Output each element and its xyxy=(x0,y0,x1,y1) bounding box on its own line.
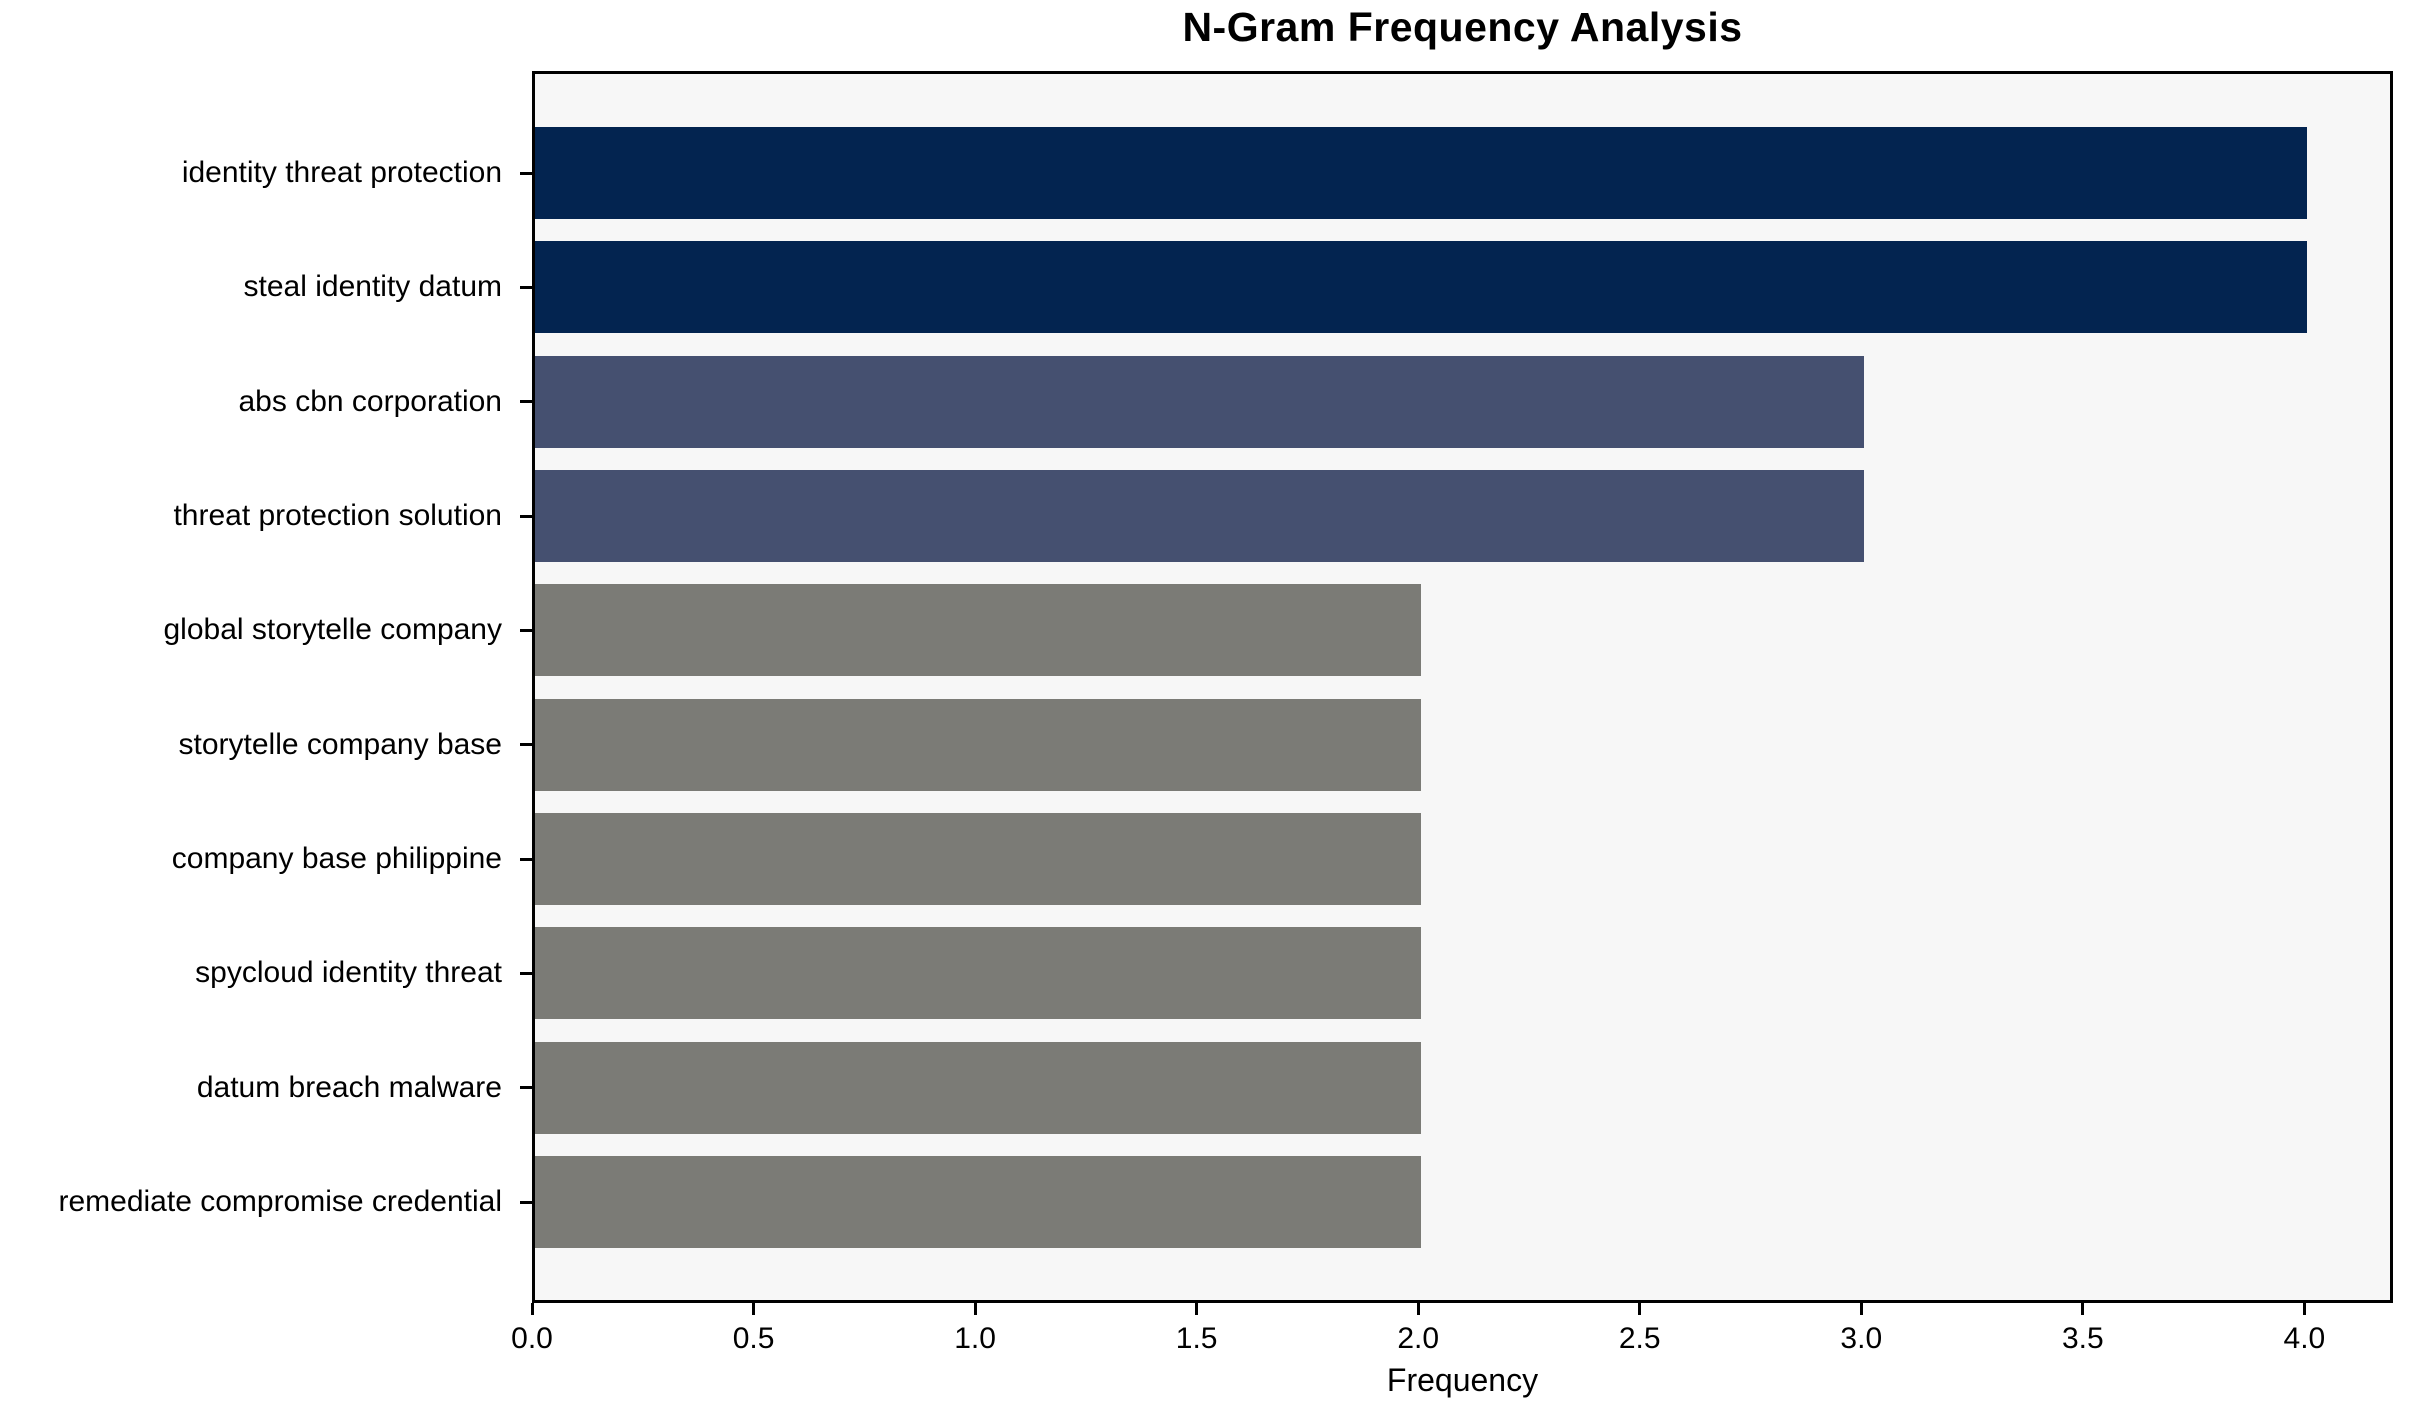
x-axis-tick-label: 1.0 xyxy=(954,1322,996,1355)
x-axis-tick xyxy=(530,1303,534,1315)
bar-storytelle-company-base xyxy=(535,698,1422,791)
bar-abs-cbn-corporation xyxy=(535,355,1865,448)
y-axis-label: storytelle company base xyxy=(178,727,503,761)
plot-area xyxy=(532,71,2393,1303)
bar-remediate-compromise-credential xyxy=(535,1156,1422,1248)
x-axis-tick xyxy=(1195,1303,1199,1315)
x-axis-tick-label: 3.5 xyxy=(2061,1322,2104,1355)
y-axis-label: remediate compromise credential xyxy=(58,1185,502,1218)
y-axis-label: datum breach malware xyxy=(196,1070,502,1104)
y-axis-tick xyxy=(520,514,532,518)
x-axis-tick xyxy=(1416,1303,1420,1315)
x-axis-tick xyxy=(1638,1303,1642,1315)
x-axis-tick xyxy=(1859,1303,1863,1315)
y-axis-tick xyxy=(520,857,532,861)
y-axis-tick xyxy=(520,971,532,975)
bar-threat-protection-solution xyxy=(535,470,1865,562)
y-axis-tick xyxy=(520,285,532,289)
x-axis-tick xyxy=(973,1303,977,1315)
bar-company-base-philippine xyxy=(535,813,1422,905)
y-axis-label: abs cbn corporation xyxy=(238,384,503,418)
y-axis-label: identity threat protection xyxy=(181,156,502,189)
x-axis-tick-label: 3.0 xyxy=(1840,1322,1883,1355)
y-axis-label: spycloud identity threat xyxy=(195,956,502,990)
x-axis-title: Frequency xyxy=(1386,1362,1539,1398)
y-axis-label: threat protection solution xyxy=(173,499,502,532)
bar-datum-breach-malware xyxy=(535,1041,1422,1134)
chart-title: N-Gram Frequency Analysis xyxy=(1182,4,1743,50)
x-axis-tick-label: 4.0 xyxy=(2283,1322,2326,1355)
bar-global-storytelle-company xyxy=(535,584,1422,677)
bar-identity-threat-protection xyxy=(535,127,2308,219)
bar-steal-identity-datum xyxy=(535,241,2308,334)
x-axis-tick xyxy=(752,1303,756,1315)
y-axis-tick xyxy=(520,171,532,175)
y-axis-label: global storytelle company xyxy=(163,613,502,647)
x-axis-tick-label: 2.0 xyxy=(1397,1322,1440,1355)
y-axis-tick xyxy=(520,1200,532,1204)
y-axis-tick xyxy=(520,628,532,632)
x-axis-tick xyxy=(2302,1303,2306,1315)
x-axis-tick xyxy=(2081,1303,2085,1315)
bar-spycloud-identity-threat xyxy=(535,927,1422,1020)
x-axis-tick-label: 0.5 xyxy=(732,1322,775,1355)
x-axis-tick-label: 1.5 xyxy=(1175,1322,1218,1355)
x-axis-tick-label: 2.5 xyxy=(1618,1322,1661,1355)
y-axis-tick xyxy=(520,400,532,404)
y-axis-tick xyxy=(520,743,532,747)
x-axis-tick-label: 0.0 xyxy=(511,1322,553,1355)
y-axis-label: company base philippine xyxy=(171,842,502,875)
y-axis-tick xyxy=(520,1086,532,1090)
y-axis-label: steal identity datum xyxy=(243,270,502,304)
